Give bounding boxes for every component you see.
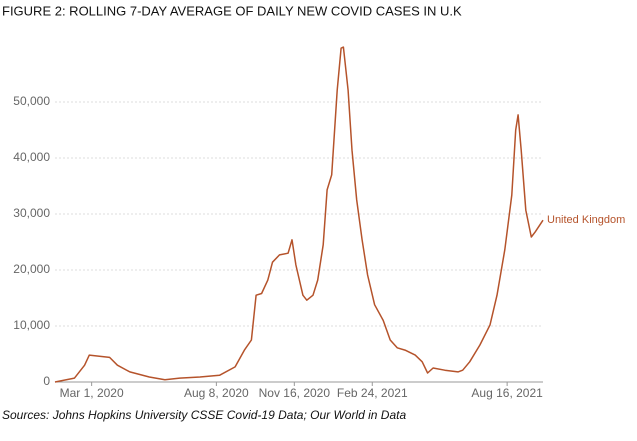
x-tick-label: Mar 1, 2020 [60, 386, 124, 400]
series-label: United Kingdom [547, 214, 625, 226]
y-tick-label: 10,000 [13, 318, 50, 332]
y-tick-label: 50,000 [13, 94, 50, 108]
x-tick-label: Aug 8, 2020 [184, 386, 249, 400]
x-tick-label: Feb 24, 2021 [337, 386, 408, 400]
x-tick-label: Nov 16, 2020 [259, 386, 331, 400]
y-tick-label: 40,000 [13, 150, 50, 164]
series-line [54, 46, 544, 383]
y-tick-label: 30,000 [13, 206, 50, 220]
y-tick-label: 0 [43, 374, 50, 388]
source-note: Sources: Johns Hopkins University CSSE C… [2, 408, 406, 422]
x-tick-label: Aug 16, 2021 [471, 386, 543, 400]
chart-title: FIGURE 2: ROLLING 7-DAY AVERAGE OF DAILY… [2, 3, 462, 18]
y-tick-label: 20,000 [13, 262, 50, 276]
